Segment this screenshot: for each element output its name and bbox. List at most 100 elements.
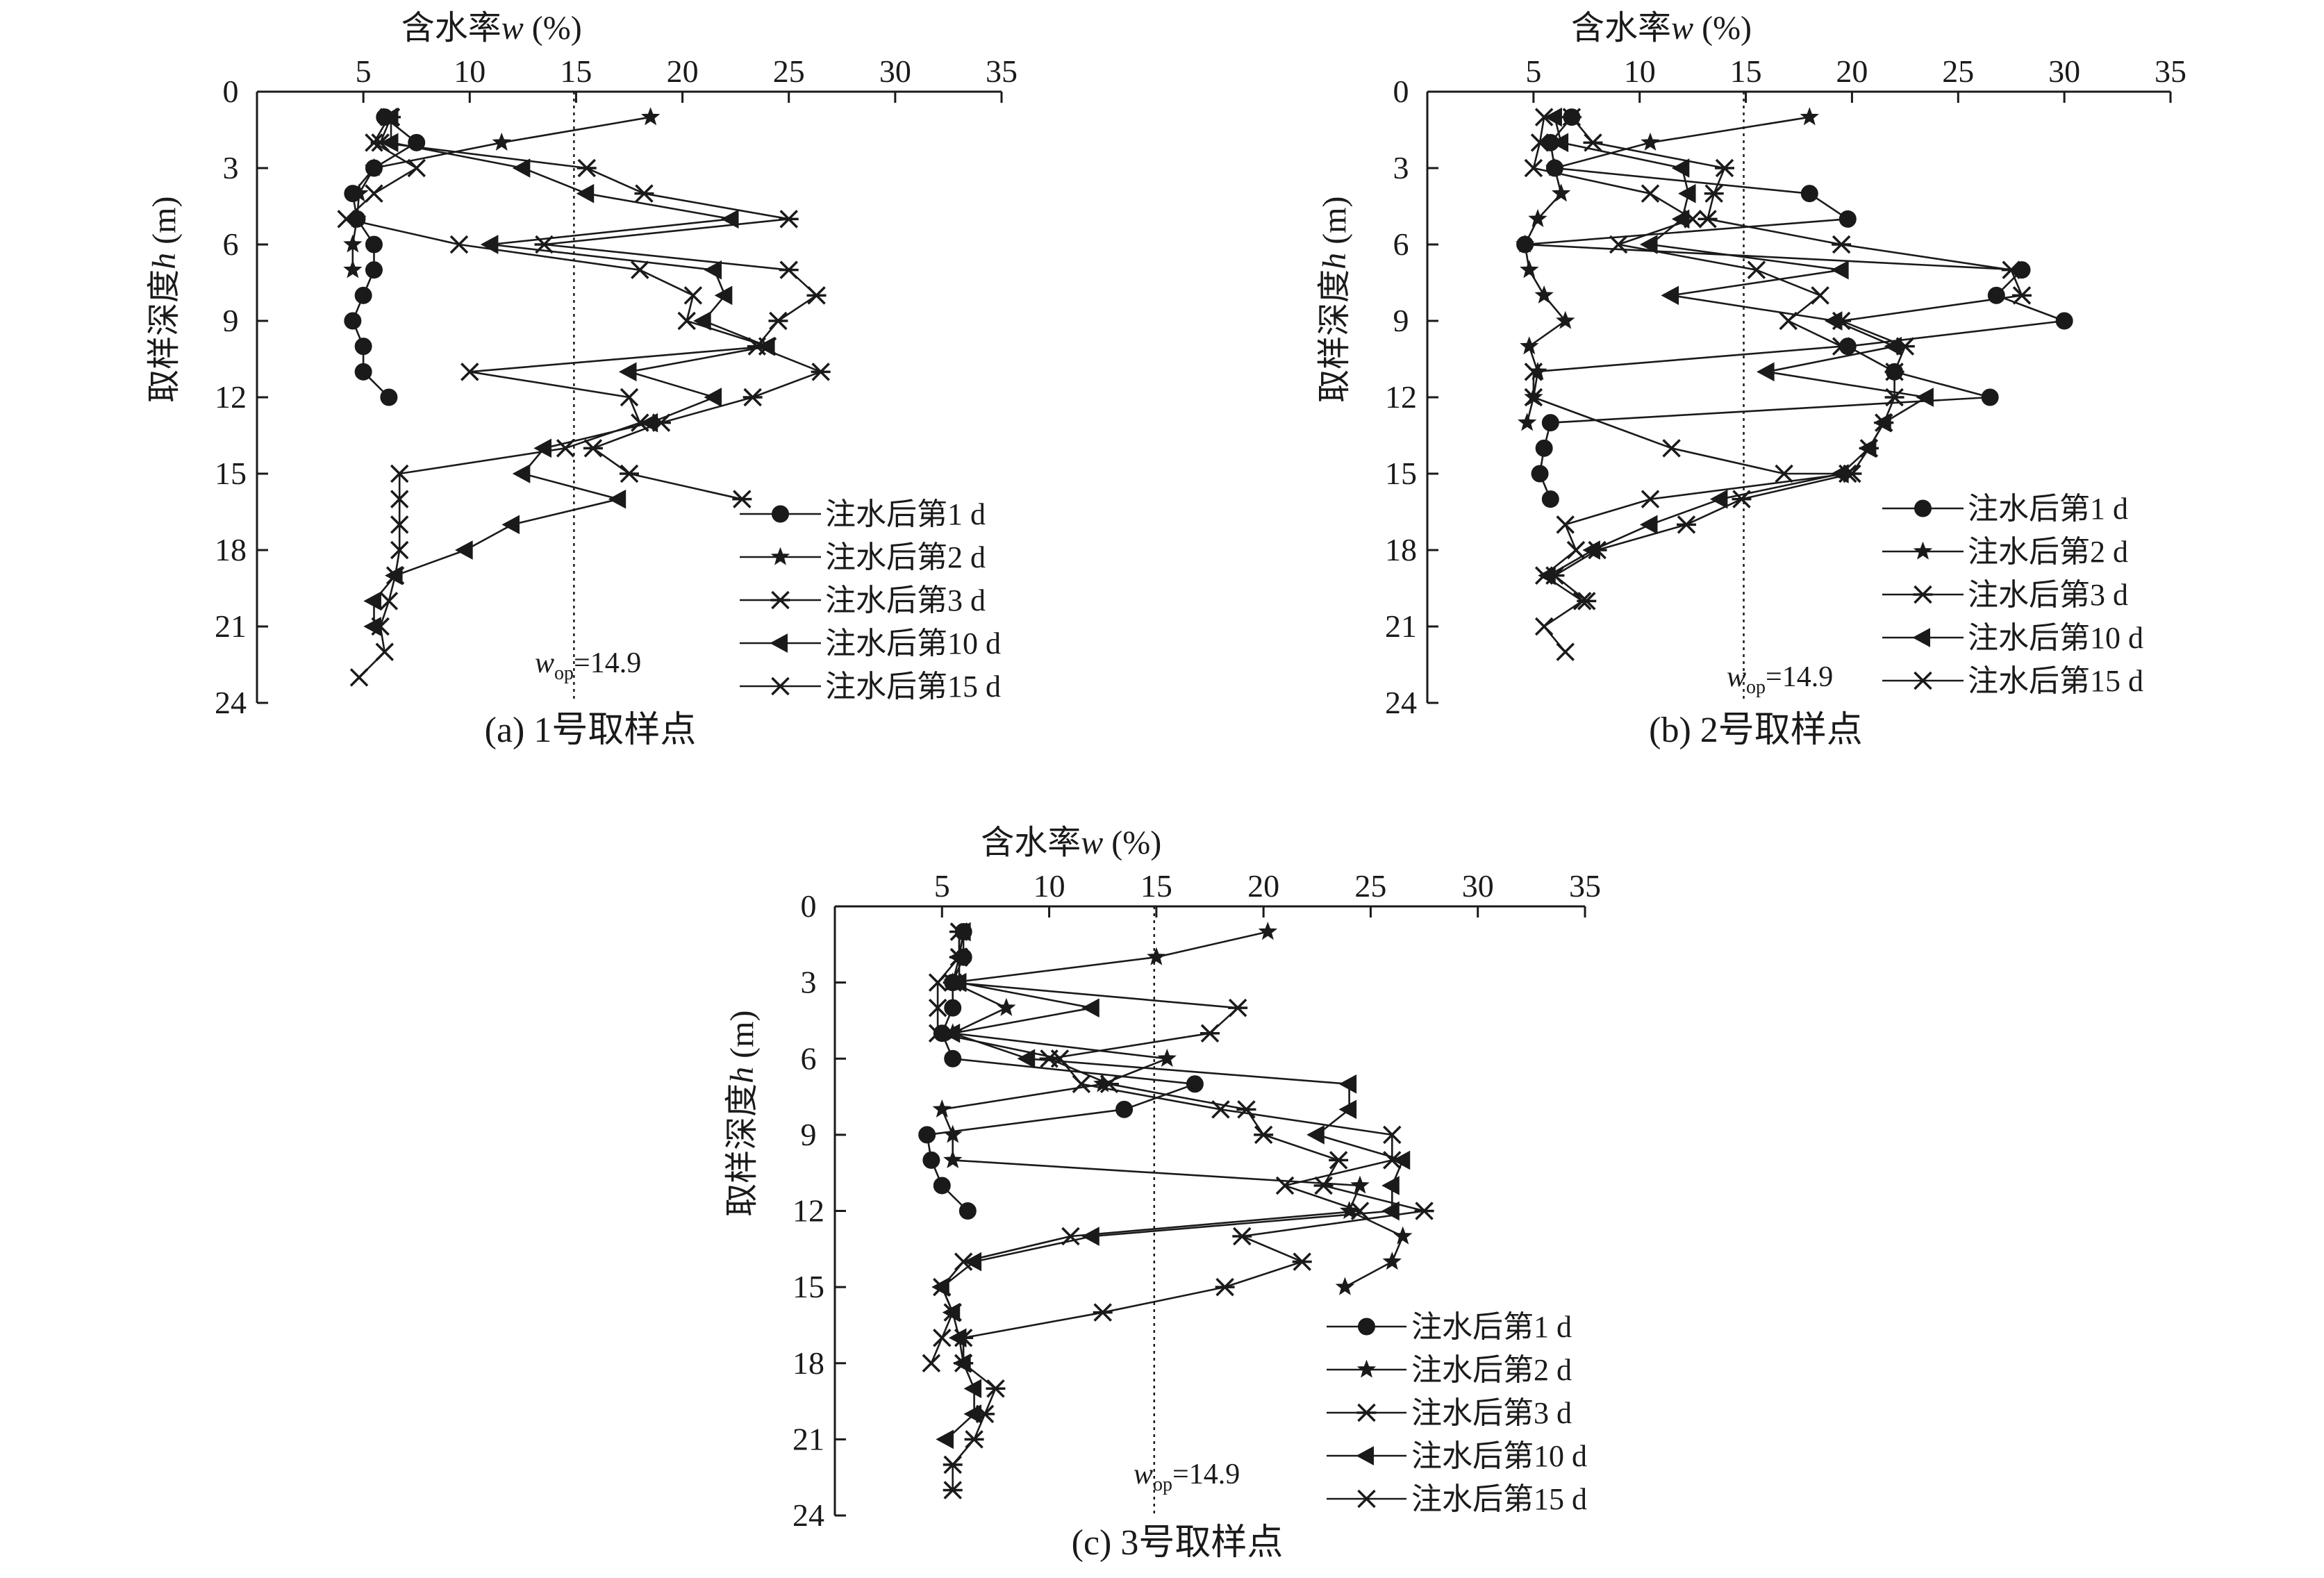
data-point-asterisk [806,286,827,305]
series-line [379,117,822,500]
x-axis-label-prefix: 含水率 [401,10,501,47]
data-point-triangle [1392,1150,1411,1170]
series-2 [932,922,1413,1295]
data-point-triangle [714,285,733,306]
data-point-triangle [618,362,637,382]
data-point-triangle [1709,489,1728,509]
x-axis-label-suffix: (%) [524,10,582,47]
series-line [373,117,769,626]
data-point-star [1157,1048,1177,1067]
data-point-star [1515,234,1535,253]
y-tick-label: 3 [223,150,239,185]
data-point-asterisk [1313,1176,1334,1195]
data-point-cross [1556,642,1575,661]
data-point-cross [1572,592,1592,611]
data-point-cross [1832,337,1851,356]
data-point-cross [349,668,369,687]
data-point-cross [1061,1227,1080,1246]
y-tick-label: 12 [792,1193,824,1229]
data-point-cross [1839,464,1857,483]
data-point-triangle [1338,1074,1357,1094]
legend-marker-star [1356,1359,1377,1378]
data-point-star [997,997,1016,1016]
data-point-asterisk [2012,286,2032,305]
data-point-star [1335,1277,1355,1295]
legend-item: 注水后第3 d [740,583,986,617]
data-point-cross [933,1277,952,1297]
legend-label: 注水后第1 d [1411,1310,1572,1344]
data-point-circle [1981,388,1999,406]
legend-marker-star [1913,541,1933,560]
x-tick-label: 35 [1569,868,1601,904]
data-point-triangle [501,515,520,535]
data-point-triangle [1671,158,1690,178]
data-point-cross [949,922,969,941]
data-point-circle [365,261,383,279]
data-point-triangle [1884,336,1902,356]
series-line [926,931,1196,1212]
legend-label: 注水后第2 d [825,540,986,574]
data-point-triangle [953,1353,971,1373]
series-line [1554,116,2023,602]
y-axis-label-var: h [724,1067,761,1083]
y-tick-label: 18 [792,1345,824,1381]
series-4 [1538,107,1934,585]
y-tick-label: 21 [1385,608,1417,644]
x-axis-label-prefix: 含水率 [1571,10,1671,47]
data-point-triangle [704,260,722,280]
data-point-triangle [1873,413,1891,433]
x-tick-label: 5 [1525,53,1541,89]
legend-marker-circle [1358,1318,1375,1336]
data-point-circle [1531,465,1549,483]
data-point-star [1393,1226,1413,1245]
data-point-asterisk [1715,158,1734,178]
data-point-triangle [1661,285,1679,306]
series-line [1524,116,2066,500]
data-point-asterisk [1676,515,1696,534]
data-point-asterisk [779,210,799,229]
data-point-asterisk [1884,363,1904,381]
x-axis-label: 含水率w (%) [1571,10,1752,47]
x-tick-label: 20 [1836,53,1868,89]
data-point-triangle [1081,998,1099,1018]
series-5 [1524,108,1857,661]
x-tick-label: 25 [773,53,805,89]
x-axis-label-var: w [1081,824,1103,861]
reference-line-label: wop=14.9 [1134,1459,1240,1495]
y-axis-label-suffix: (m) [146,197,183,253]
data-point-triangle [608,489,626,509]
data-point-cross [954,1252,973,1271]
data-point-cross [1534,617,1554,636]
y-tick-label: 9 [223,303,239,338]
legend-item: 注水后第10 d [1327,1439,1587,1473]
data-point-asterisk [1577,592,1597,611]
x-tick-label: 10 [1034,868,1065,904]
legend-marker-cross [1914,671,1932,690]
data-point-cross [758,337,777,356]
series-3 [943,922,1434,1500]
data-point-cross [1383,1125,1402,1145]
y-axis-label: 取样深度h (m) [146,197,183,403]
data-point-circle [2055,312,2073,330]
data-point-star [932,1099,952,1118]
data-point-triangle [1757,362,1775,382]
y-tick-label: 24 [792,1497,824,1533]
data-point-asterisk [742,388,763,407]
data-point-triangle [1550,133,1569,153]
y-tick-label: 0 [1393,74,1409,109]
legend-item: 注水后第10 d [740,626,1001,661]
legend-label: 注水后第2 d [1968,535,2128,569]
x-tick-label: 30 [2048,53,2080,89]
legend: 注水后第1 d 注水后第2 d 注水后第3 d 注水后第10 d 注水后第15 d [740,497,1001,704]
series-line [1532,117,1849,653]
series-3 [1545,108,2032,611]
data-point-circle [354,363,372,381]
data-point-circle [380,388,398,406]
data-point-cross [1811,286,1829,305]
data-point-triangle [963,1379,982,1399]
x-tick-label: 10 [1624,53,1656,89]
data-point-asterisk [732,490,752,508]
y-tick-label: 12 [1385,379,1417,415]
data-point-cross [1662,439,1681,458]
